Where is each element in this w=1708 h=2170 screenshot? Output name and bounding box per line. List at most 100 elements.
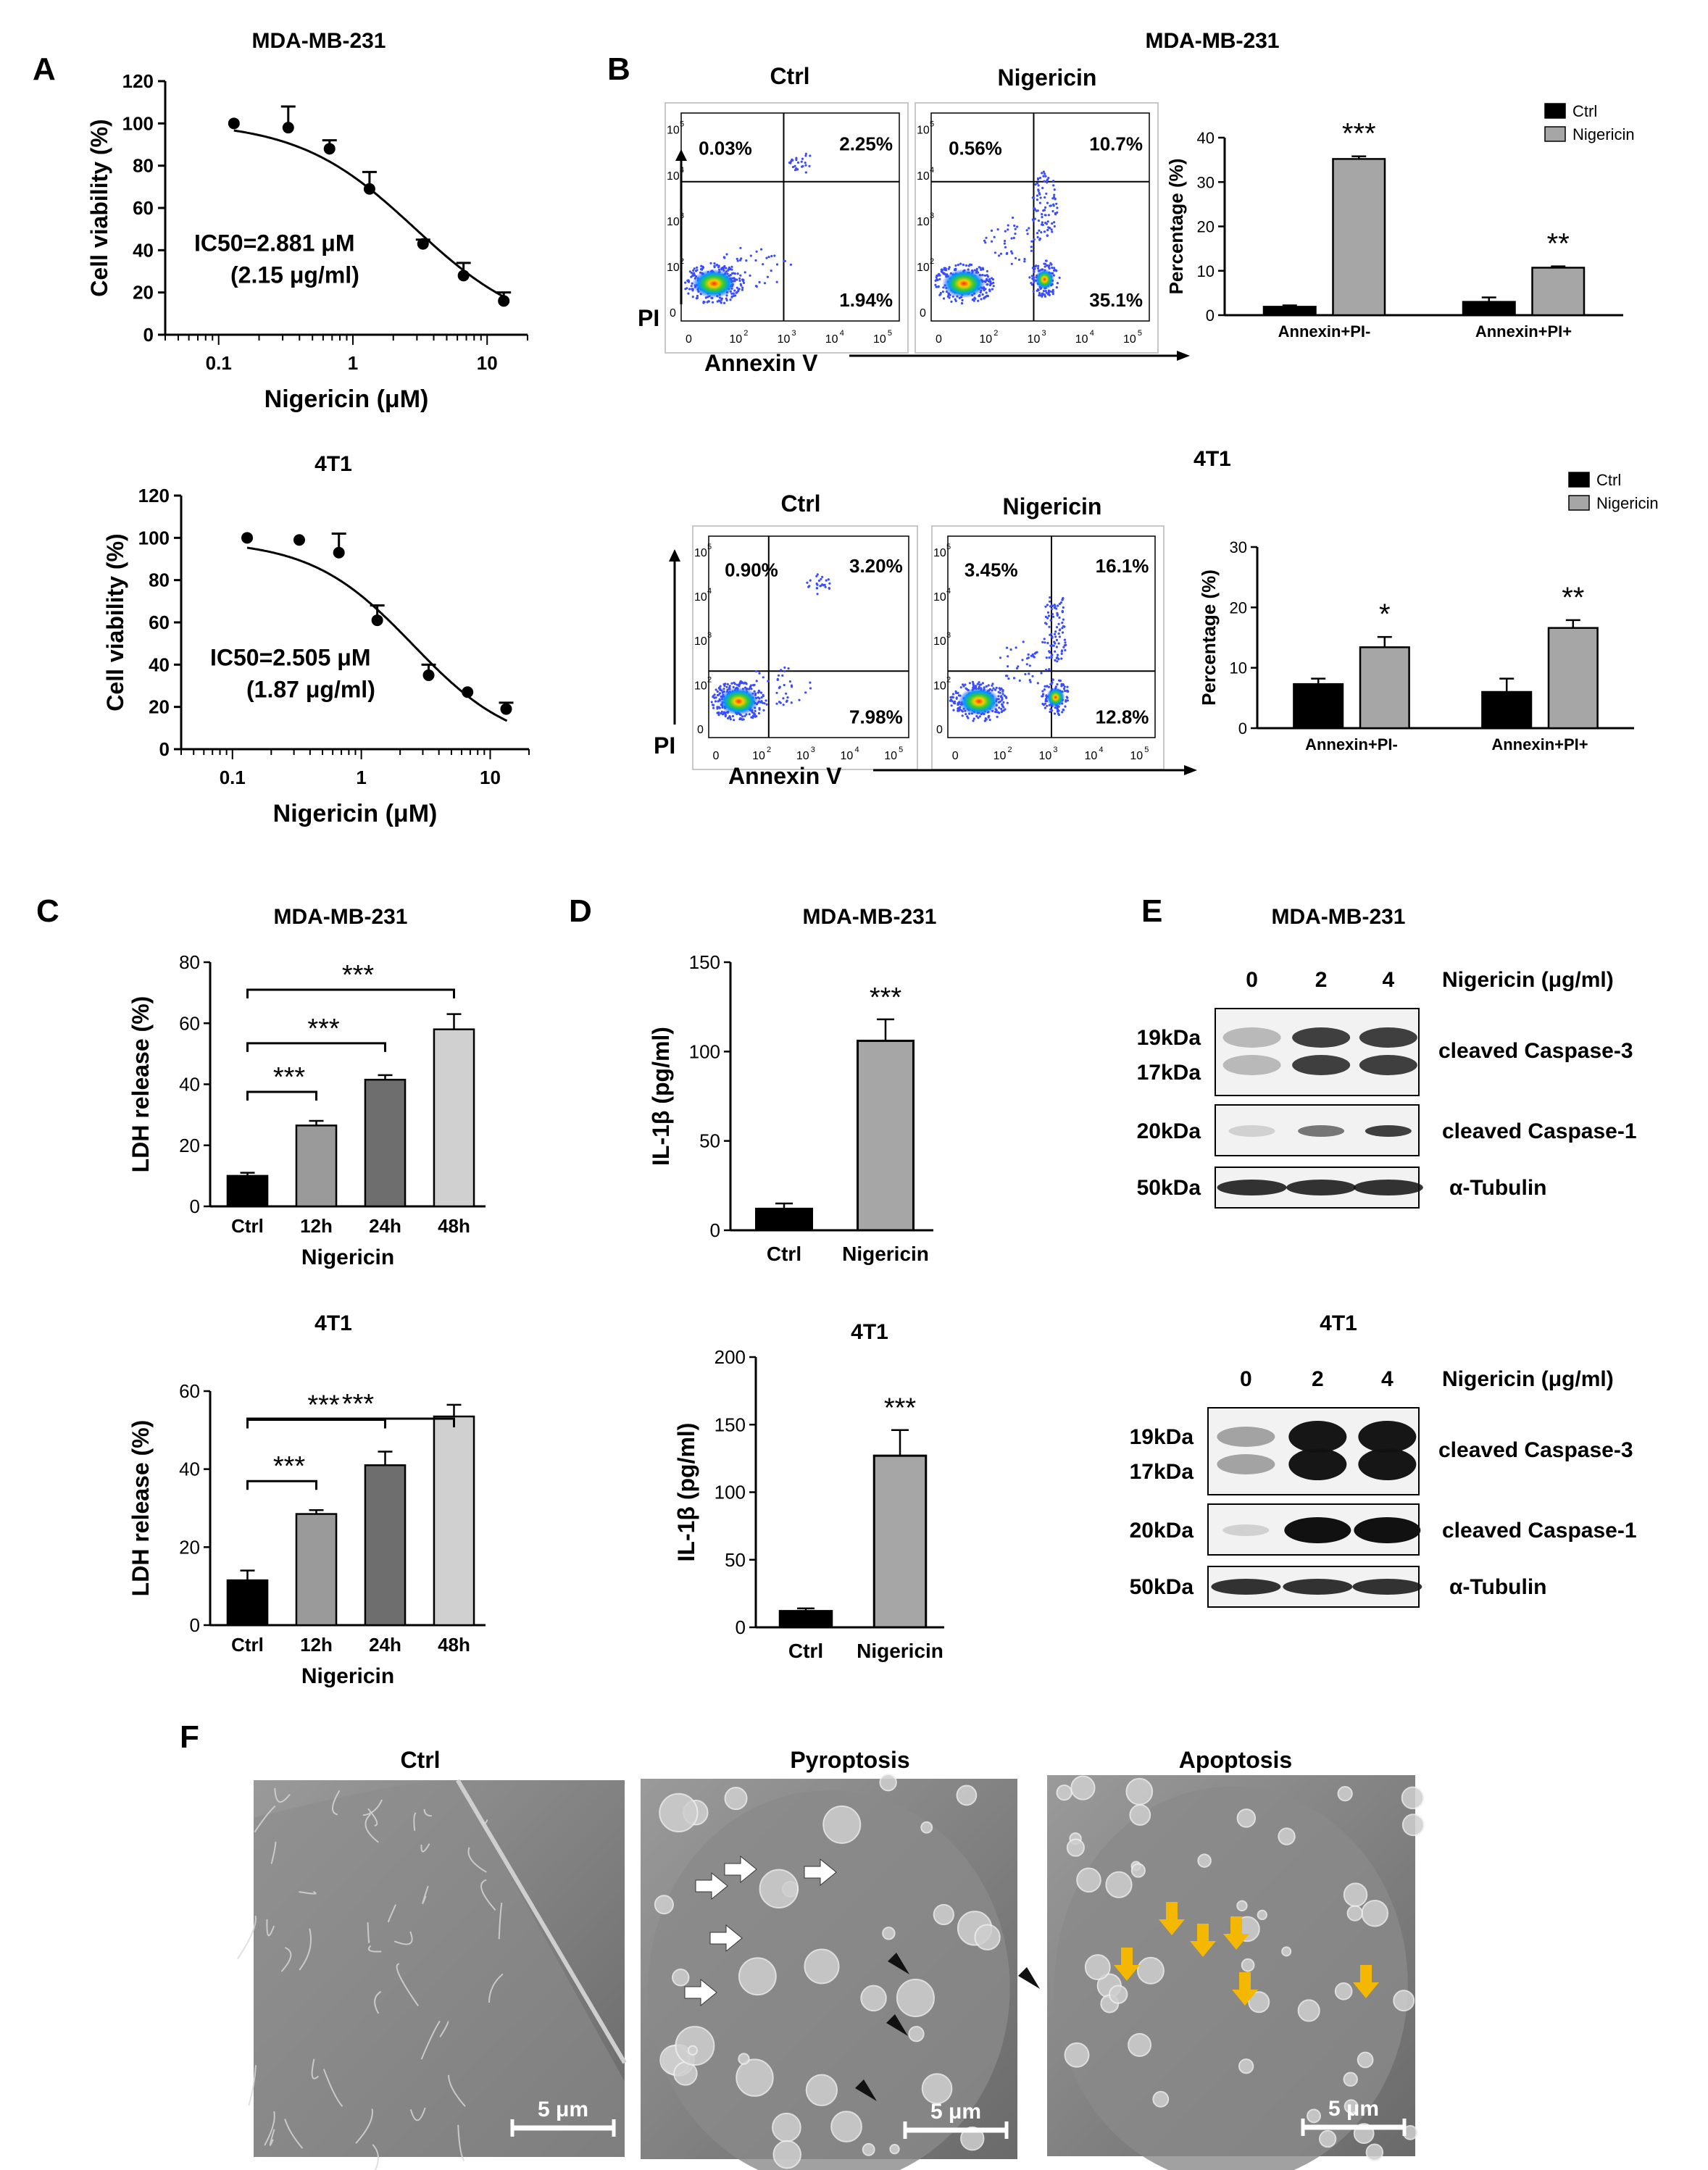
- sem-bleb: [1334, 1982, 1353, 2000]
- flow-event: [1052, 184, 1055, 187]
- flow-event: [723, 685, 726, 688]
- flow-event: [935, 285, 938, 288]
- flow-event: [709, 262, 712, 264]
- sem-filopodia: [367, 1808, 378, 1827]
- quadrant-ul-value: 3.45%: [965, 559, 1018, 581]
- flow-event: [1064, 648, 1067, 652]
- flow-plot-frame: [915, 102, 1159, 354]
- flow-event: [1038, 293, 1041, 296]
- flow-event: [1046, 704, 1049, 707]
- flow-event: [972, 717, 975, 720]
- sem-title: Apoptosis: [1179, 1747, 1292, 1773]
- x-tick-label: 10: [1039, 750, 1052, 762]
- flow-event: [1014, 233, 1017, 235]
- flow-event: [1027, 653, 1030, 656]
- flow-event: [1048, 600, 1051, 603]
- y-tick-exponent: 2: [707, 675, 712, 684]
- flow-event: [1010, 262, 1013, 265]
- flow-event: [741, 288, 743, 291]
- sem-bleb: [724, 1787, 748, 1811]
- flow-event: [1056, 282, 1059, 285]
- y-tick-label: 10: [694, 591, 707, 604]
- flow-event: [1041, 213, 1043, 216]
- data-point: [241, 532, 254, 544]
- flow-event: [950, 704, 953, 707]
- flow-event: [1043, 262, 1047, 265]
- flow-event: [1028, 664, 1031, 667]
- significance-stars: ***: [273, 1451, 306, 1482]
- flow-event: [1034, 183, 1037, 186]
- y-tick-label: 10: [667, 125, 680, 137]
- quadrant-lr-value: 35.1%: [1089, 289, 1143, 311]
- data-point: [462, 686, 474, 698]
- flow-event: [1051, 291, 1054, 293]
- flow-event: [733, 719, 736, 722]
- flow-event: [971, 299, 974, 301]
- flow-event: [990, 229, 993, 232]
- flow-event: [1053, 225, 1056, 228]
- flow-event: [1037, 219, 1040, 222]
- flow-event: [1050, 228, 1053, 231]
- flow-event: [720, 710, 723, 714]
- flow-event: [1043, 180, 1046, 183]
- flow-event: [1027, 656, 1030, 659]
- flow-event: [1023, 260, 1026, 263]
- flow-event: [800, 160, 803, 163]
- data-point: [282, 122, 294, 134]
- sem-bleb: [687, 2045, 699, 2056]
- flow-event: [972, 683, 975, 685]
- data-point: [228, 117, 240, 130]
- flow-event: [765, 256, 768, 259]
- flow-event: [988, 288, 991, 291]
- flow-event: [1043, 688, 1046, 691]
- data-point: [498, 295, 510, 307]
- y-tick-exponent: 4: [707, 587, 712, 596]
- flow-event: [736, 278, 738, 281]
- flow-event: [984, 719, 987, 722]
- flow-event: [1036, 235, 1039, 238]
- flow-event: [1014, 228, 1017, 230]
- band-50kda: [1353, 1180, 1423, 1195]
- flow-event: [1066, 689, 1069, 692]
- flow-event: [819, 585, 822, 588]
- sem-bleb: [896, 1978, 935, 2018]
- flow-event: [1036, 232, 1039, 235]
- x-tick-exponent: 5: [899, 746, 903, 754]
- white-arrow: [684, 1978, 717, 2007]
- flow-event: [999, 656, 1002, 659]
- quadrant-ur-value: 10.7%: [1089, 133, 1143, 155]
- flow-event: [1054, 642, 1057, 645]
- band-19kda: [1288, 1421, 1347, 1453]
- flow-event: [1058, 629, 1061, 632]
- sem-filopodia: [498, 1902, 503, 1940]
- flow-event: [1015, 667, 1019, 670]
- flow-event: [988, 718, 991, 722]
- flow-event: [1047, 177, 1050, 180]
- density-hotspot: [958, 687, 1000, 716]
- flow-event: [804, 162, 807, 164]
- flow-event: [1023, 258, 1026, 261]
- band-50kda: [1217, 1180, 1287, 1195]
- flow-event: [1047, 214, 1050, 217]
- flow-event: [1046, 604, 1049, 606]
- flow-event: [1056, 206, 1059, 209]
- flow-event: [732, 292, 735, 295]
- flow-event: [696, 266, 699, 269]
- flow-event: [808, 585, 811, 588]
- sem-bleb: [1319, 2129, 1337, 2148]
- flow-event: [688, 288, 691, 291]
- flow-event: [1018, 679, 1021, 683]
- flow-event: [1029, 680, 1032, 683]
- flow-event: [1034, 265, 1037, 268]
- flow-event: [984, 241, 987, 244]
- flow-event: [760, 248, 763, 251]
- flow-event: [970, 263, 973, 267]
- y-axis-label: LDH release (%): [128, 1420, 154, 1597]
- ldh-chart-C1: MDA-MB-231 0 20 40 60 80 LDH release (%) Ctrl 12…: [128, 905, 486, 1269]
- flow-event: [1044, 259, 1048, 262]
- sem-filopodia: [269, 2129, 275, 2146]
- sem-bleb: [659, 1793, 699, 1832]
- flow-event: [1058, 635, 1061, 638]
- sem-bleb: [1125, 1777, 1154, 1806]
